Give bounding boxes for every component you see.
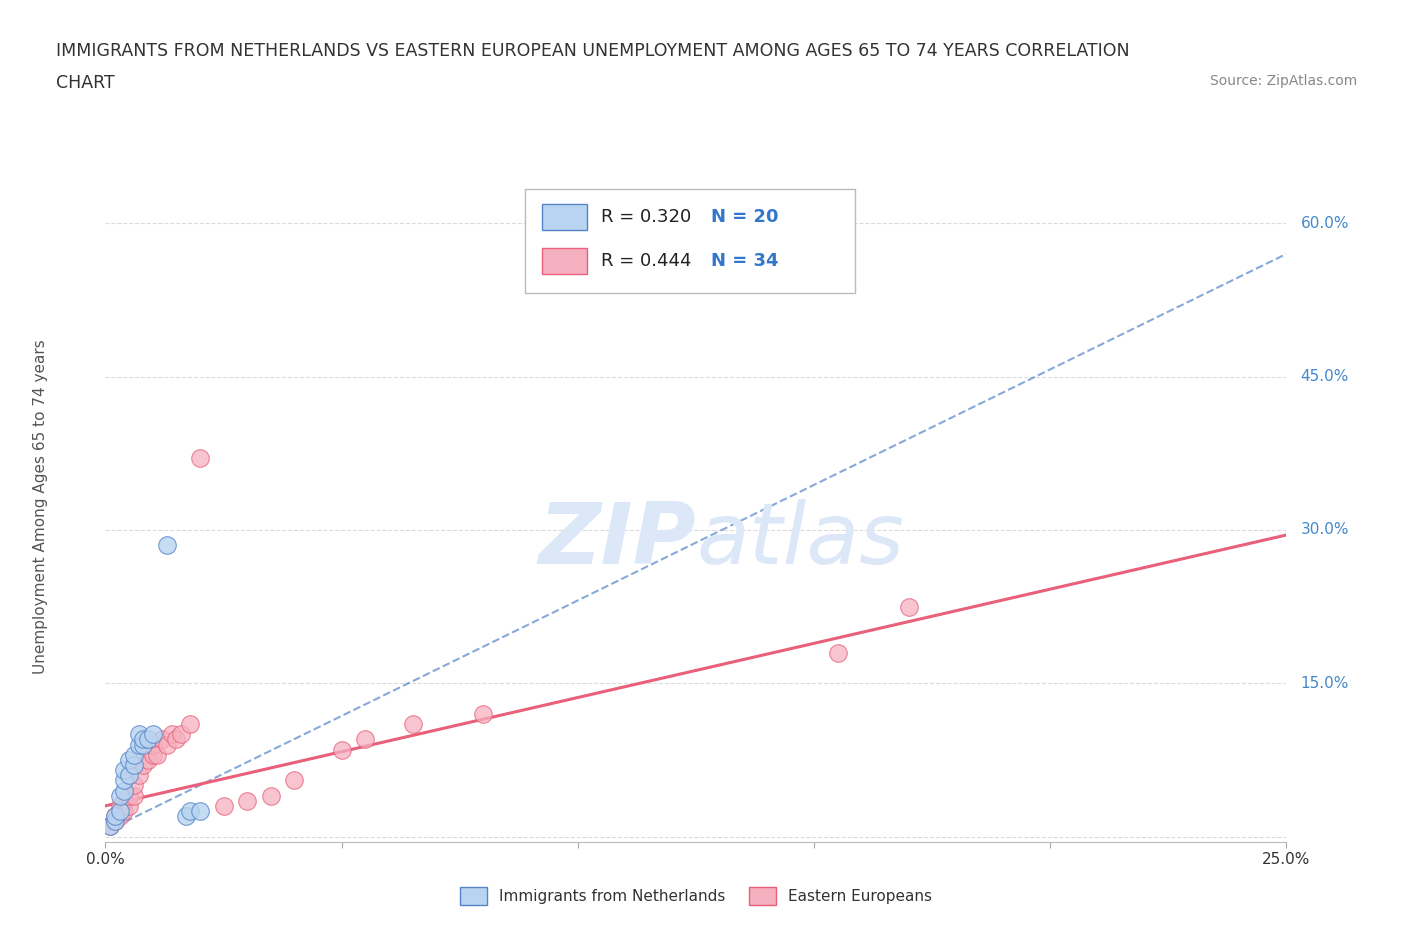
Point bbox=[179, 804, 201, 818]
Point bbox=[188, 804, 211, 818]
Point bbox=[188, 451, 211, 466]
Point bbox=[212, 799, 235, 814]
Point bbox=[118, 768, 141, 783]
Text: atlas: atlas bbox=[696, 498, 904, 582]
Point bbox=[118, 752, 141, 767]
Point bbox=[401, 717, 423, 732]
Point bbox=[108, 799, 131, 814]
Point bbox=[472, 707, 495, 722]
Point bbox=[128, 727, 150, 742]
Point bbox=[160, 727, 183, 742]
Point bbox=[142, 748, 165, 763]
Point bbox=[170, 727, 193, 742]
FancyBboxPatch shape bbox=[543, 248, 588, 273]
Point bbox=[104, 809, 127, 824]
Point bbox=[98, 819, 121, 834]
Point bbox=[122, 778, 145, 793]
Point bbox=[150, 732, 173, 747]
Point bbox=[112, 783, 135, 798]
Point bbox=[118, 799, 141, 814]
Point bbox=[354, 732, 377, 747]
Point bbox=[156, 538, 179, 552]
Point bbox=[128, 768, 150, 783]
Text: IMMIGRANTS FROM NETHERLANDS VS EASTERN EUROPEAN UNEMPLOYMENT AMONG AGES 65 TO 74: IMMIGRANTS FROM NETHERLANDS VS EASTERN E… bbox=[56, 42, 1130, 60]
Point bbox=[108, 789, 131, 804]
Text: R = 0.444: R = 0.444 bbox=[602, 252, 692, 270]
Point bbox=[174, 809, 197, 824]
Point bbox=[104, 814, 127, 829]
Point bbox=[122, 758, 145, 773]
Point bbox=[156, 737, 179, 752]
Text: 15.0%: 15.0% bbox=[1301, 676, 1348, 691]
Point bbox=[122, 789, 145, 804]
Point bbox=[330, 742, 353, 757]
Point bbox=[136, 752, 159, 767]
Text: 45.0%: 45.0% bbox=[1301, 369, 1348, 384]
Point bbox=[897, 599, 920, 614]
Text: N = 20: N = 20 bbox=[711, 208, 779, 226]
Text: N = 34: N = 34 bbox=[711, 252, 779, 270]
Point bbox=[132, 732, 155, 747]
Text: Unemployment Among Ages 65 to 74 years: Unemployment Among Ages 65 to 74 years bbox=[32, 339, 48, 674]
Point bbox=[179, 717, 201, 732]
Text: 60.0%: 60.0% bbox=[1301, 216, 1350, 231]
Point bbox=[122, 748, 145, 763]
Point bbox=[827, 645, 849, 660]
Point bbox=[132, 758, 155, 773]
Point bbox=[236, 793, 259, 808]
Point bbox=[260, 789, 283, 804]
Point bbox=[108, 804, 131, 818]
Point bbox=[132, 737, 155, 752]
Point bbox=[118, 789, 141, 804]
FancyBboxPatch shape bbox=[543, 205, 588, 230]
Point bbox=[98, 819, 121, 834]
Point bbox=[142, 727, 165, 742]
Point bbox=[112, 763, 135, 777]
Point bbox=[146, 748, 169, 763]
Point bbox=[165, 732, 187, 747]
Point bbox=[112, 773, 135, 788]
Text: CHART: CHART bbox=[56, 74, 115, 92]
Text: ZIP: ZIP bbox=[538, 498, 696, 582]
Text: 30.0%: 30.0% bbox=[1301, 523, 1350, 538]
Point bbox=[104, 814, 127, 829]
Point bbox=[108, 809, 131, 824]
Text: Source: ZipAtlas.com: Source: ZipAtlas.com bbox=[1209, 74, 1357, 88]
Point bbox=[283, 773, 305, 788]
Point bbox=[128, 737, 150, 752]
Legend: Immigrants from Netherlands, Eastern Europeans: Immigrants from Netherlands, Eastern Eur… bbox=[454, 881, 938, 911]
Point bbox=[136, 732, 159, 747]
Point bbox=[142, 737, 165, 752]
FancyBboxPatch shape bbox=[524, 189, 855, 293]
Point bbox=[112, 793, 135, 808]
Point bbox=[104, 809, 127, 824]
Text: R = 0.320: R = 0.320 bbox=[602, 208, 692, 226]
Point bbox=[112, 804, 135, 818]
